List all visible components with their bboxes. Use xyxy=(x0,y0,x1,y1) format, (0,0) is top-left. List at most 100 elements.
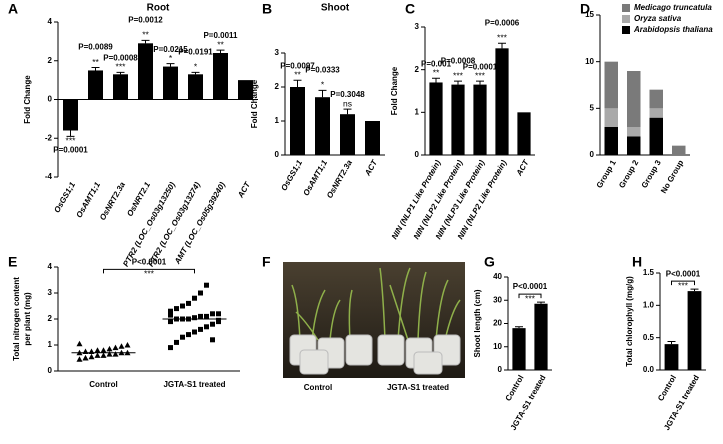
y-tick-label: 1.5 xyxy=(643,268,655,277)
y-tick-label: 1 xyxy=(275,116,280,125)
x-tick-label: Group 1 xyxy=(595,158,618,190)
y-tick-label: 0 xyxy=(415,150,420,159)
bar xyxy=(429,82,443,155)
y-tick-label: 1 xyxy=(48,340,53,349)
bar xyxy=(340,114,355,155)
bar xyxy=(687,291,702,370)
data-point xyxy=(112,344,119,351)
significance-label: * xyxy=(321,80,325,90)
error-bar xyxy=(216,49,225,53)
x-tick-label: ACT xyxy=(236,180,253,201)
bar xyxy=(451,84,465,155)
data-point xyxy=(174,306,179,312)
bar-segment xyxy=(627,136,641,155)
data-point xyxy=(82,355,89,361)
y-tick-label: 0 xyxy=(275,150,280,159)
bar xyxy=(138,43,153,100)
x-tick-label: Control xyxy=(504,374,526,403)
y-tick-label: 0 xyxy=(48,366,53,375)
y-axis-label: Total chlorophyll (mg/g) xyxy=(625,276,634,367)
x-tick-label: No Group xyxy=(659,158,685,195)
panel-letter: B xyxy=(262,1,272,17)
data-point xyxy=(216,317,221,323)
data-point xyxy=(210,337,215,343)
legend-label: Oryza sativa xyxy=(634,14,682,23)
error-bar xyxy=(476,80,484,85)
y-tick-label: 3 xyxy=(275,48,280,57)
data-point xyxy=(216,311,221,317)
p-value-label: P=0.0008 xyxy=(103,53,138,62)
error-bar xyxy=(498,42,506,49)
significance-label: *** xyxy=(144,269,155,279)
bar xyxy=(365,121,380,155)
data-point xyxy=(210,321,215,327)
significance-label: ** xyxy=(294,69,301,79)
bar xyxy=(88,70,103,100)
x-tick-label: OsNRT2.3a xyxy=(325,158,354,200)
y-tick-label: 1 xyxy=(415,107,420,116)
p-value-label: P=0.0333 xyxy=(305,66,340,75)
data-point xyxy=(192,295,197,301)
significance-label: ** xyxy=(92,57,99,67)
data-point xyxy=(204,324,209,330)
data-point xyxy=(210,311,215,317)
error-bar xyxy=(432,77,440,83)
y-tick-label: 1.0 xyxy=(643,300,655,309)
data-point xyxy=(112,351,119,357)
bar-segment xyxy=(649,117,663,155)
significance-label: ** xyxy=(142,30,149,40)
bar xyxy=(473,84,487,155)
y-axis-label: Total nitrogen content xyxy=(12,277,21,361)
y-axis-label: Shoot length (cm) xyxy=(473,289,482,357)
x-tick-label: OsAMT1;1 xyxy=(74,180,102,219)
data-point xyxy=(198,326,203,332)
panel-letter: C xyxy=(405,1,415,17)
panel-letter: D xyxy=(580,1,590,17)
data-point xyxy=(124,342,131,348)
legend-label: Medicago truncatula xyxy=(634,3,712,12)
data-point xyxy=(168,319,173,325)
panel-letter: A xyxy=(8,1,18,17)
significance-label: *** xyxy=(453,70,464,80)
p-value-label: P=0.0097 xyxy=(280,61,315,70)
p-value-label: P=0.0008 xyxy=(441,56,476,65)
bar-segment xyxy=(604,127,618,155)
data-point xyxy=(106,351,113,357)
data-point xyxy=(204,313,209,319)
data-point xyxy=(186,300,191,306)
p-value-label: P<0.0001 xyxy=(132,258,167,267)
significance-label: *** xyxy=(525,293,536,303)
error-bar xyxy=(116,71,125,75)
panel-letter: F xyxy=(262,254,271,270)
x-tick-label: OsAMT1;1 xyxy=(301,158,329,197)
error-bar xyxy=(66,130,75,137)
y-axis-label: Fold Change xyxy=(23,75,32,124)
p-value-label: P=0.0012 xyxy=(128,16,163,25)
p-value-label: P=0.0011 xyxy=(203,31,238,40)
bar xyxy=(495,48,509,156)
y-tick-label: 3 xyxy=(48,288,53,297)
y-tick-label: 30 xyxy=(493,295,502,304)
x-tick-label: OsGS1;1 xyxy=(279,158,304,192)
error-bar xyxy=(690,288,699,292)
y-tick-label: 2 xyxy=(48,314,53,323)
bar xyxy=(664,344,679,370)
y-tick-label: -4 xyxy=(45,172,53,181)
chart-title: Root xyxy=(147,3,170,14)
x-tick-label: OsNRT2.1 xyxy=(125,180,152,218)
data-point xyxy=(180,303,185,309)
y-tick-label: 0.0 xyxy=(643,365,655,374)
p-value-label: P<0.0001 xyxy=(666,269,701,278)
x-tick-label: AMT (LOC_Os05g39240) xyxy=(172,180,227,266)
y-tick-label: 10 xyxy=(493,342,502,351)
bar xyxy=(188,74,203,100)
error-bar xyxy=(515,326,523,329)
data-point xyxy=(168,308,173,314)
significance-label: *** xyxy=(116,62,127,72)
error-bar xyxy=(667,341,676,345)
y-tick-label: 4 xyxy=(48,17,53,26)
error-bar xyxy=(293,79,302,87)
panel-letter: H xyxy=(632,254,642,270)
x-tick-label: OsGS1;1 xyxy=(52,180,77,214)
significance-label: *** xyxy=(497,32,508,42)
